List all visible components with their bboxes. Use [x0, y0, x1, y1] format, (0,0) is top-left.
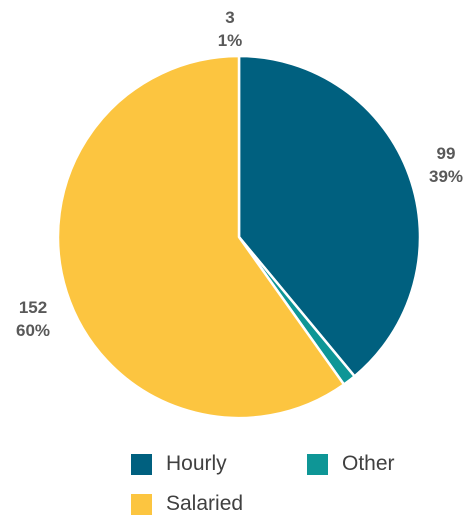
- legend-item-other: Other: [307, 449, 395, 479]
- legend-swatch-other: [307, 453, 328, 475]
- data-label-percent-other: 1%: [218, 31, 243, 50]
- pie-slice-hourly: [237, 54, 422, 378]
- data-label-value-salaried: 152: [19, 298, 47, 317]
- legend-swatch-salaried: [131, 493, 152, 515]
- pie-slice-salaried: [56, 54, 346, 420]
- legend-label-hourly: Hourly: [166, 452, 227, 475]
- legend-item-hourly: Hourly: [131, 449, 227, 479]
- legend-label-other: Other: [342, 452, 395, 475]
- pie-data-labels: 99 39% 3 1% 152 60%: [16, 8, 463, 340]
- legend-item-salaried: Salaried: [131, 489, 243, 519]
- legend-swatch-hourly: [131, 453, 152, 475]
- data-label-percent-salaried: 60%: [16, 321, 50, 340]
- data-label-percent-hourly: 39%: [429, 167, 463, 186]
- data-label-value-other: 3: [225, 8, 234, 27]
- data-label-value-hourly: 99: [437, 144, 456, 163]
- chart-legend: Hourly Other Salaried: [131, 449, 431, 519]
- legend-label-salaried: Salaried: [166, 492, 244, 515]
- pie-slices: [56, 54, 422, 420]
